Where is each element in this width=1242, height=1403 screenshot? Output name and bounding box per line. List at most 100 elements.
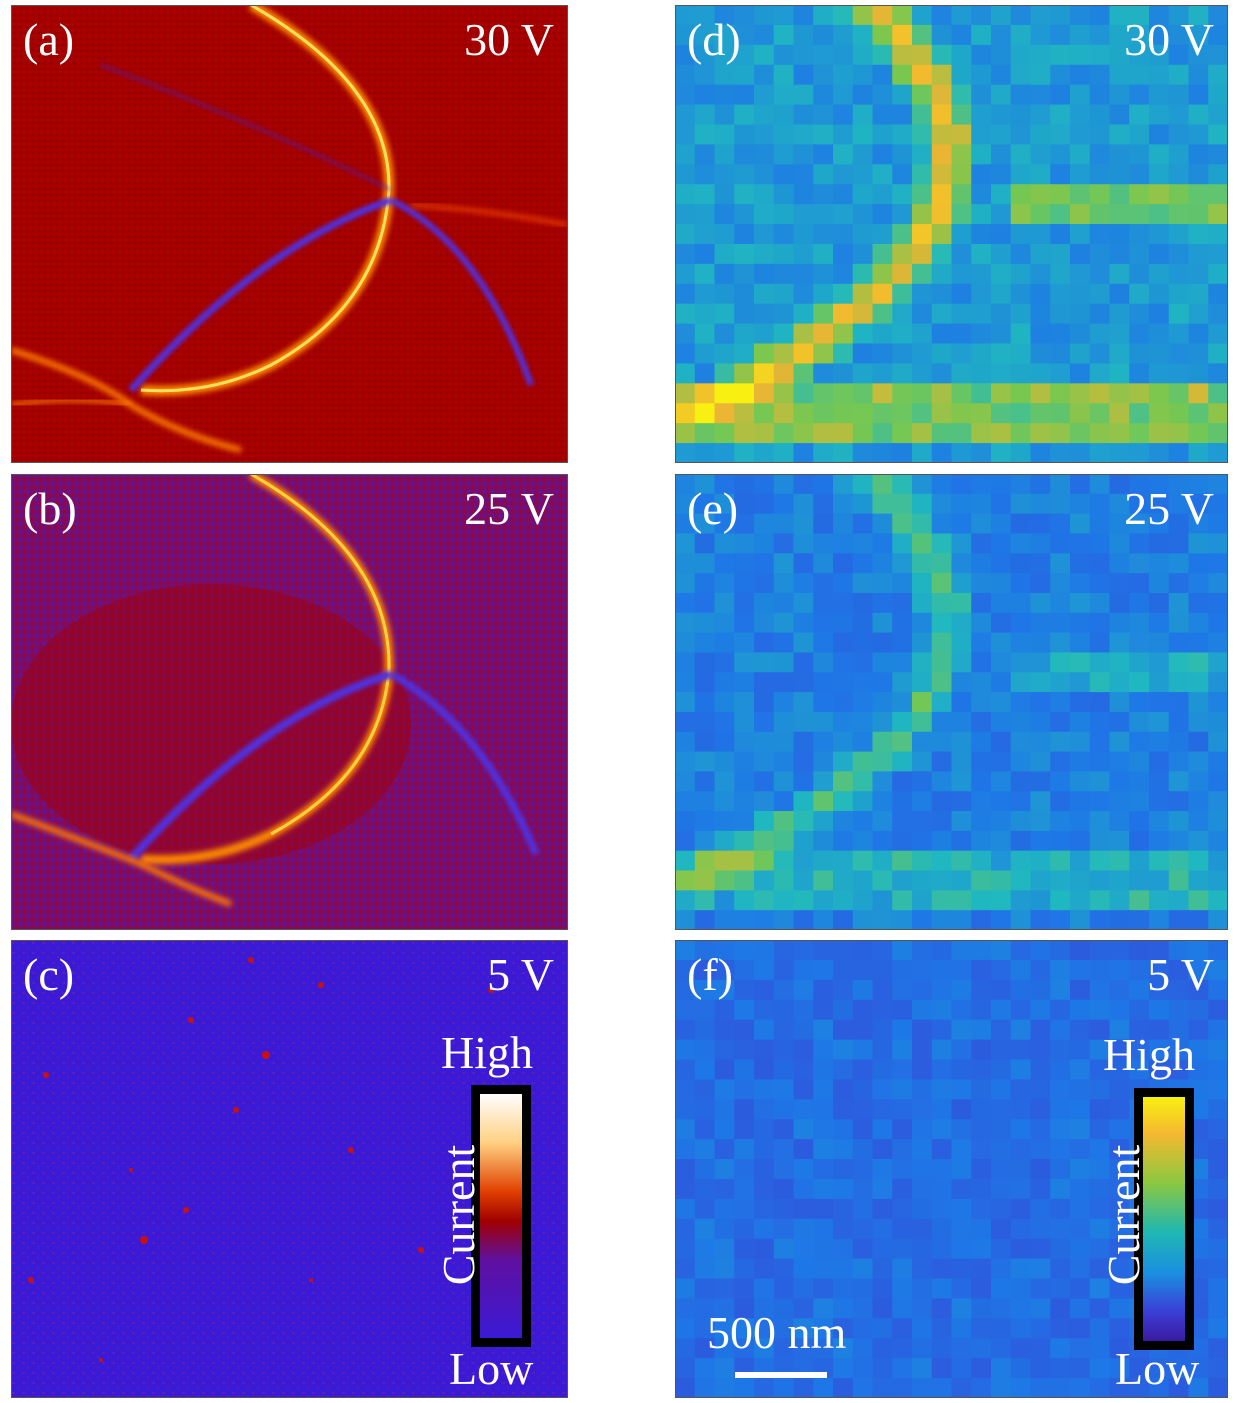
map-pixel [773, 24, 795, 46]
map-pixel [1070, 323, 1091, 345]
map-pixel [912, 1198, 933, 1220]
map-pixel [971, 363, 992, 384]
map-pixel [991, 1358, 1012, 1379]
map-pixel [833, 850, 854, 872]
map-pixel [971, 751, 992, 772]
map-pixel [912, 383, 933, 404]
map-pixel [931, 1139, 953, 1160]
map-pixel [675, 1198, 696, 1220]
map-pixel [912, 44, 933, 66]
map-pixel [1010, 283, 1032, 305]
map-pixel [1030, 104, 1051, 126]
map-pixel [892, 1139, 913, 1160]
map-pixel [1109, 1378, 1130, 1398]
map-pixel [912, 1079, 933, 1100]
map-pixel [1129, 632, 1150, 654]
map-pixel [1050, 124, 1071, 145]
map-pixel [1208, 1099, 1228, 1120]
map-pixel [872, 771, 893, 792]
map-pixel [1168, 612, 1190, 634]
map-pixel [1010, 1039, 1032, 1061]
map-pixel [971, 711, 992, 733]
map-pixel [773, 1059, 795, 1080]
map-pixel [931, 959, 953, 981]
map-pixel [754, 363, 775, 384]
map-pixel [1188, 910, 1209, 930]
map-pixel [852, 1298, 874, 1319]
map-pixel [734, 791, 755, 812]
map-pixel [793, 343, 814, 365]
map-pixel [1109, 791, 1130, 812]
map-pixel [714, 811, 735, 832]
map-pixel [714, 1159, 735, 1180]
map-pixel [1208, 910, 1228, 930]
map-pixel [872, 612, 893, 634]
map-pixel [892, 1099, 913, 1120]
map-pixel [852, 672, 874, 693]
map-pixel [773, 979, 795, 1001]
map-pixel [1070, 1298, 1091, 1319]
map-pixel [1208, 224, 1228, 245]
map-pixel [912, 474, 933, 495]
map-pixel [892, 24, 913, 46]
map-pixel [892, 513, 913, 535]
map-pixel [813, 979, 834, 1001]
map-pixel [951, 1159, 972, 1180]
map-pixel [773, 910, 795, 930]
map-pixel [1050, 830, 1071, 852]
map-pixel [793, 1079, 814, 1100]
map-pixel [852, 692, 874, 713]
map-pixel [872, 910, 893, 930]
map-pixel [1168, 592, 1190, 614]
map-pixel [714, 243, 735, 265]
map-pixel [892, 323, 913, 345]
map-pixel [1188, 204, 1209, 225]
map-pixel [1070, 1278, 1091, 1300]
map-pixel [912, 573, 933, 594]
map-pixel [1030, 1139, 1051, 1160]
map-pixel [734, 830, 755, 852]
map-pixel [1168, 64, 1190, 86]
map-pixel [773, 940, 795, 961]
map-pixel [1188, 1019, 1209, 1041]
map-pixel [852, 1099, 874, 1120]
map-pixel [991, 632, 1012, 654]
map-pixel [1129, 791, 1150, 812]
map-pixel [1050, 731, 1071, 753]
map-pixel [833, 343, 854, 365]
map-pixel [1030, 1019, 1051, 1041]
map-pixel [1070, 1178, 1091, 1200]
map-pixel [833, 1119, 854, 1140]
map-pixel [833, 303, 854, 325]
map-pixel [694, 850, 716, 872]
map-pixel [852, 513, 874, 535]
map-pixel [912, 910, 933, 930]
map-pixel [813, 632, 834, 654]
map-pixel [734, 474, 755, 495]
map-pixel [773, 263, 795, 285]
map-pixel [892, 652, 913, 673]
map-pixel [1208, 850, 1228, 872]
map-pixel [912, 283, 933, 305]
map-pixel [675, 632, 696, 654]
map-pixel [1168, 224, 1190, 245]
map-pixel [714, 910, 735, 930]
map-pixel [813, 1059, 834, 1080]
map-pixel [1010, 1079, 1032, 1100]
map-pixel [971, 474, 992, 495]
map-pixel [773, 104, 795, 126]
map-pixel [1168, 791, 1190, 812]
map-pixel [675, 1019, 696, 1041]
map-pixel [1050, 1258, 1071, 1280]
map-pixel [1188, 1039, 1209, 1061]
map-pixel [912, 1338, 933, 1359]
map-pixel [833, 1198, 854, 1220]
map-pixel [833, 959, 854, 981]
map-pixel [1010, 5, 1032, 26]
map-pixel [1030, 940, 1051, 961]
map-pixel [813, 363, 834, 384]
map-pixel [951, 573, 972, 594]
map-pixel [833, 751, 854, 772]
map-pixel [892, 104, 913, 126]
map-pixel [971, 1099, 992, 1120]
